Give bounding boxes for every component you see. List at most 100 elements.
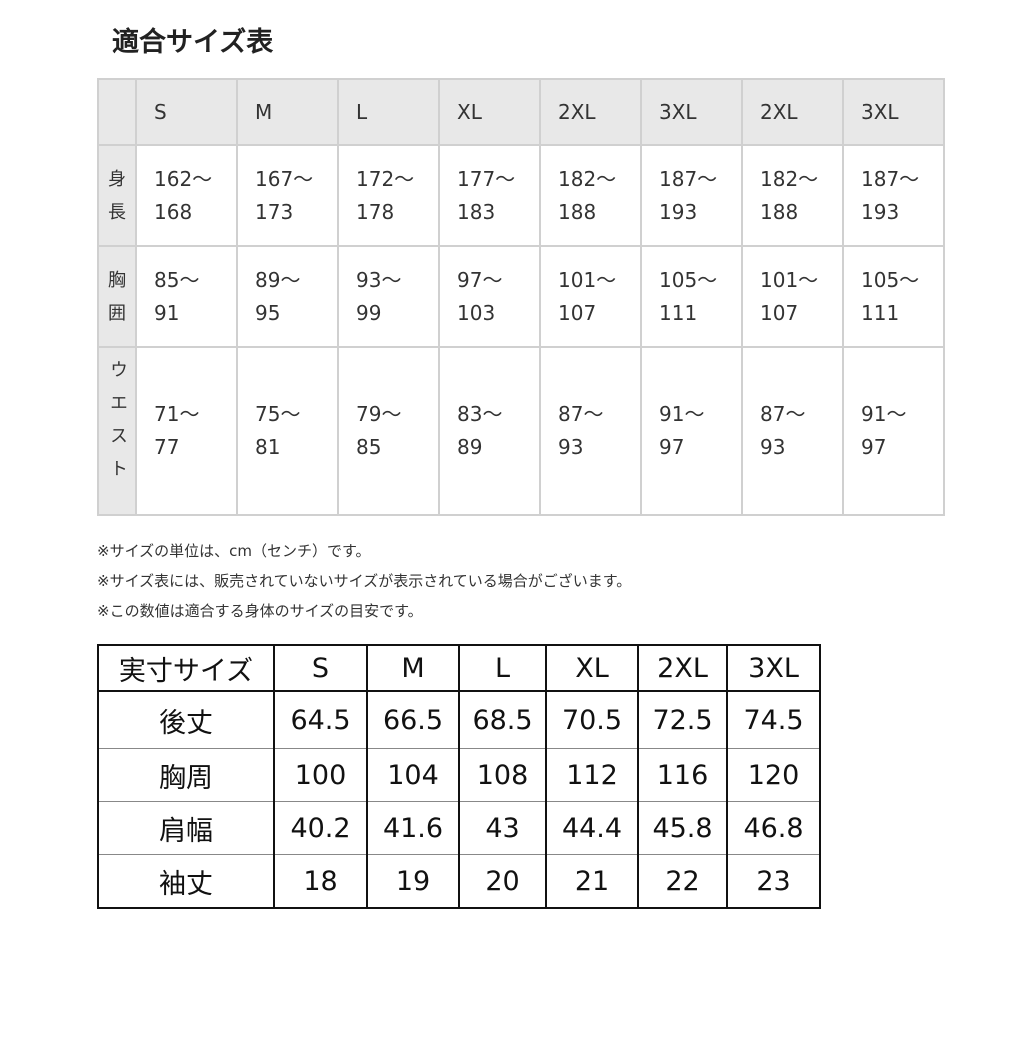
cell-line: 105〜: [861, 267, 920, 292]
row-label: 後丈: [97, 690, 275, 749]
size-cell: 89〜 95: [236, 245, 339, 348]
size-header: L: [458, 644, 547, 692]
note: ※サイズの単位は、cm（センチ）です。: [97, 542, 371, 560]
size-cell: 71〜 77: [135, 346, 238, 516]
size-cell: 182〜 188: [539, 144, 642, 247]
row-label: ウエスト: [97, 346, 137, 516]
cell-line: 93〜: [356, 267, 402, 292]
measurement-cell: 18: [273, 854, 368, 908]
notes: ※サイズの単位は、cm（センチ）です。 ※サイズ表には、販売されていないサイズが…: [97, 536, 631, 626]
measurement-cell: 44.4: [545, 801, 639, 855]
cell-line: 193: [659, 199, 698, 224]
table-row: 胸囲 85〜 91 89〜 95 93〜 99 97〜 103 101〜 107 105〜 111 101…: [97, 245, 945, 348]
cell-line: 107: [760, 300, 799, 325]
size-cell: 83〜 89: [438, 346, 541, 516]
row-label: 肩幅: [97, 801, 275, 855]
size-header: L: [337, 78, 440, 146]
row-label-char: 囲: [108, 302, 126, 324]
measurement-cell: 19: [366, 854, 460, 908]
row-label-text: ウエスト: [107, 359, 128, 492]
size-cell: 162〜 168: [135, 144, 238, 247]
cell-line: 111: [659, 300, 698, 325]
measurement-cell: 22: [637, 854, 728, 908]
header-row: 実寸サイズ S M L XL 2XL 3XL: [97, 644, 821, 692]
table-row: 胸周 100 104 108 112 116 120: [97, 748, 821, 802]
cell-line: 93: [760, 435, 786, 459]
measurement-cell: 46.8: [726, 801, 821, 855]
size-header: 3XL: [640, 78, 743, 146]
measurement-cell: 72.5: [637, 690, 728, 749]
cell-line: 182〜: [760, 166, 819, 191]
row-label: 胸周: [97, 748, 275, 802]
size-cell: 182〜 188: [741, 144, 844, 247]
size-cell: 85〜 91: [135, 245, 238, 348]
cell-line: 97〜: [457, 267, 503, 292]
row-label-char: 身: [108, 168, 126, 190]
measurement-cell: 43: [458, 801, 547, 855]
cell-line: 71〜: [154, 402, 200, 426]
size-header: 3XL: [842, 78, 945, 146]
size-cell: 101〜 107: [741, 245, 844, 348]
cell-line: 187〜: [861, 166, 920, 191]
measurement-cell: 41.6: [366, 801, 460, 855]
size-header: M: [366, 644, 460, 692]
row-label: 胸囲: [97, 245, 137, 348]
corner-cell: [97, 78, 137, 146]
measurement-cell: 112: [545, 748, 639, 802]
size-cell: 87〜 93: [741, 346, 844, 516]
measurement-cell: 45.8: [637, 801, 728, 855]
size-cell: 177〜 183: [438, 144, 541, 247]
table-row: 身長 162〜 168 167〜 173 172〜 178 177〜 183 182〜 188 187…: [97, 144, 945, 247]
size-cell: 172〜 178: [337, 144, 440, 247]
cell-line: 89: [457, 435, 483, 459]
cell-line: 167〜: [255, 166, 314, 191]
cell-line: 75〜: [255, 402, 301, 426]
cell-line: 178: [356, 199, 395, 224]
size-cell: 93〜 99: [337, 245, 440, 348]
row-label: 身長: [97, 144, 137, 247]
measurement-cell: 74.5: [726, 690, 821, 749]
size-cell: 105〜 111: [842, 245, 945, 348]
size-cell: 101〜 107: [539, 245, 642, 348]
measurement-cell: 104: [366, 748, 460, 802]
size-cell: 75〜 81: [236, 346, 339, 516]
page-title: 適合サイズ表: [112, 27, 274, 58]
measurement-cell: 108: [458, 748, 547, 802]
fit-size-table: S M L XL 2XL 3XL 2XL 3XL 身長 162〜 168 167〜 173 172〜 178…: [97, 78, 945, 516]
size-header: M: [236, 78, 339, 146]
cell-line: 101〜: [760, 267, 819, 292]
cell-line: 87〜: [760, 402, 806, 426]
cell-line: 97: [659, 435, 685, 459]
size-header: 2XL: [539, 78, 642, 146]
row-label-char: 長: [108, 201, 126, 223]
row-label-char: 胸: [108, 269, 126, 291]
size-cell: 87〜 93: [539, 346, 642, 516]
note: ※サイズ表には、販売されていないサイズが表示されている場合がございます。: [97, 572, 632, 590]
cell-line: 183: [457, 199, 496, 224]
size-cell: 167〜 173: [236, 144, 339, 247]
cell-line: 91〜: [659, 402, 705, 426]
cell-line: 93: [558, 435, 584, 459]
cell-line: 95: [255, 300, 281, 325]
size-cell: 187〜 193: [842, 144, 945, 247]
cell-line: 89〜: [255, 267, 301, 292]
measurement-cell: 64.5: [273, 690, 368, 749]
cell-line: 187〜: [659, 166, 718, 191]
cell-line: 85〜: [154, 267, 200, 292]
cell-line: 182〜: [558, 166, 617, 191]
cell-line: 77: [154, 435, 180, 459]
cell-line: 177〜: [457, 166, 516, 191]
size-cell: 79〜 85: [337, 346, 440, 516]
cell-line: 91: [154, 300, 180, 325]
size-header: XL: [438, 78, 541, 146]
actual-size-table: 実寸サイズ S M L XL 2XL 3XL 後丈 64.5 66.5 68.5 70.5 72.5 74…: [97, 644, 821, 909]
cell-line: 173: [255, 199, 294, 224]
size-cell: 91〜 97: [842, 346, 945, 516]
size-cell: 97〜 103: [438, 245, 541, 348]
size-header: 2XL: [637, 644, 728, 692]
cell-line: 85: [356, 435, 382, 459]
measurement-cell: 20: [458, 854, 547, 908]
header-row: S M L XL 2XL 3XL 2XL 3XL: [97, 78, 945, 146]
measurement-cell: 66.5: [366, 690, 460, 749]
cell-line: 111: [861, 300, 900, 325]
